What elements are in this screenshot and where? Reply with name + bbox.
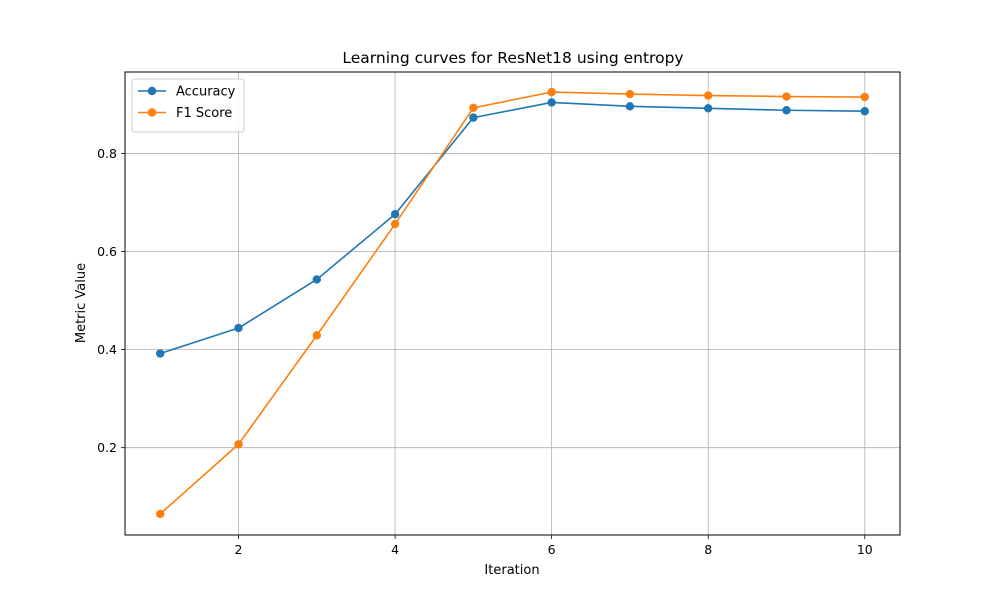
legend-item-f1-score: F1 Score <box>138 106 232 121</box>
data-point-accuracy <box>390 210 400 219</box>
data-point-accuracy <box>704 104 713 113</box>
data-point-f1-score <box>704 91 713 100</box>
series-layer <box>156 87 869 519</box>
series-accuracy <box>156 98 869 358</box>
y-axis-label: Metric Value <box>74 263 89 343</box>
axis-ticks: 2 4 6 8 10 0.2 0.4 0.6 0.8 <box>97 146 873 557</box>
x-tick-label: 10 <box>857 542 873 557</box>
data-point-f1-score <box>625 89 635 99</box>
legend-label: F1 Score <box>176 106 232 121</box>
x-tick-label: 8 <box>704 542 712 557</box>
x-axis-label: Iteration <box>484 563 539 578</box>
data-point-f1-score <box>782 92 791 101</box>
series-line-accuracy <box>159 101 865 355</box>
plot-area-frame <box>124 71 901 536</box>
legend-item-accuracy: Accuracy <box>138 85 236 100</box>
x-tick-label: 6 <box>548 542 556 557</box>
data-point-accuracy <box>469 113 478 122</box>
legend-marker <box>147 108 157 117</box>
data-point-accuracy <box>156 349 165 358</box>
data-point-f1-score <box>156 509 165 519</box>
data-point-f1-score <box>390 219 400 229</box>
data-point-accuracy <box>234 323 243 333</box>
data-point-f1-score <box>547 87 556 97</box>
x-tick-label: 4 <box>391 542 399 557</box>
data-point-f1-score <box>234 440 243 449</box>
data-point-accuracy <box>625 102 635 111</box>
data-point-accuracy <box>782 106 791 115</box>
series-f1-score <box>156 87 869 519</box>
y-tick-label: 0.6 <box>97 244 117 259</box>
chart-title: Learning curves for ResNet18 using entro… <box>342 49 683 67</box>
legend-label: Accuracy <box>176 85 236 100</box>
data-point-accuracy <box>547 98 556 107</box>
y-tick-label: 0.2 <box>97 440 117 455</box>
series-line-f1-score <box>159 91 865 515</box>
grid-lines <box>125 72 900 535</box>
legend-box <box>131 78 245 133</box>
data-point-f1-score <box>469 103 478 113</box>
legend-marker <box>147 86 157 96</box>
data-point-f1-score <box>860 92 869 102</box>
y-tick-label: 0.8 <box>97 146 117 161</box>
data-point-accuracy <box>312 275 321 284</box>
data-point-accuracy <box>860 107 869 116</box>
y-tick-label: 0.4 <box>97 342 117 357</box>
data-point-f1-score <box>312 331 321 340</box>
legend: Accuracy F1 Score <box>131 78 245 133</box>
x-tick-label: 2 <box>235 542 243 557</box>
